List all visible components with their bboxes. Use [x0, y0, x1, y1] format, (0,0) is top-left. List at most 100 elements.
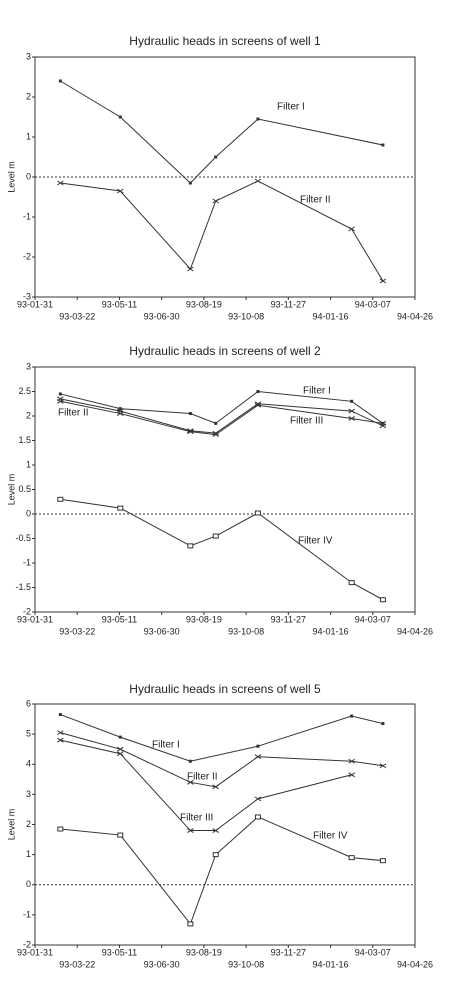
series-line: [60, 739, 352, 832]
marker: [58, 713, 62, 717]
y-tick-label: -2: [23, 939, 31, 949]
series-label: Filter I: [277, 102, 305, 113]
marker: [187, 828, 194, 833]
series-label: Filter III: [180, 813, 213, 824]
marker: [212, 852, 219, 858]
series-label: Filter II: [187, 772, 218, 783]
marker: [212, 828, 219, 833]
marker: [118, 735, 122, 739]
x-tick-label: 93-06-30: [144, 959, 180, 969]
series-line: [60, 714, 384, 762]
y-tick-label: 5: [26, 729, 31, 739]
y-tick-label: -2: [23, 251, 31, 261]
x-tick-label: 94-03-07: [355, 614, 391, 624]
y-tick-label: -1: [23, 909, 31, 919]
x-tick-label: 93-03-22: [59, 311, 95, 321]
y-tick-label: -0.5: [15, 533, 31, 543]
y-tick-label: -2: [23, 606, 31, 616]
marker: [254, 402, 262, 408]
marker: [57, 496, 64, 502]
series-label: Filter II: [300, 195, 331, 206]
marker: [348, 758, 355, 764]
y-tick-label: -1: [23, 557, 31, 567]
x-tick-label: 94-03-07: [355, 299, 391, 309]
marker: [117, 188, 124, 194]
marker: [256, 117, 260, 121]
series-label: Filter I: [152, 740, 180, 751]
x-tick-label: 94-04-26: [397, 626, 433, 636]
marker: [117, 751, 124, 757]
marker: [117, 832, 124, 838]
series-label: Filter IV: [313, 831, 348, 842]
y-axis-label: Level m: [6, 474, 16, 506]
y-tick-label: -3: [23, 291, 31, 301]
series-label: Filter III: [290, 416, 323, 427]
x-tick-label: 93-06-30: [144, 626, 180, 636]
marker: [187, 543, 194, 549]
marker: [379, 420, 387, 426]
marker: [348, 226, 355, 232]
marker: [348, 580, 355, 586]
x-tick-label: 94-01-16: [313, 311, 349, 321]
series-line: [60, 390, 384, 424]
marker: [348, 408, 355, 414]
y-tick-label: 1: [26, 459, 31, 469]
marker: [350, 399, 354, 403]
x-tick-label: 93-01-31: [17, 299, 53, 309]
x-tick-label: 93-08-19: [186, 299, 222, 309]
chart-title: Hydraulic heads in screens of well 1: [129, 34, 321, 48]
marker: [58, 392, 62, 396]
series-line: [60, 80, 384, 184]
marker: [254, 754, 262, 760]
series-line: [60, 180, 384, 282]
x-tick-label: 94-01-16: [313, 626, 349, 636]
y-tick-label: 2: [26, 410, 31, 420]
marker: [117, 411, 124, 416]
y-tick-label: 3: [26, 789, 31, 799]
marker: [57, 826, 64, 832]
y-axis-label: Level m: [6, 161, 16, 193]
x-tick-label: 93-06-30: [144, 311, 180, 321]
marker: [214, 155, 218, 159]
y-axis-label: Level m: [6, 809, 16, 841]
y-tick-label: 0: [26, 508, 31, 518]
y-tick-label: 3: [26, 361, 31, 371]
y-tick-label: 2: [26, 819, 31, 829]
marker: [254, 510, 261, 516]
y-tick-label: 0: [26, 879, 31, 889]
marker: [187, 429, 194, 435]
marker: [118, 407, 122, 411]
y-tick-label: 6: [26, 698, 31, 708]
marker: [379, 597, 386, 603]
series-label: Filter IV: [298, 536, 333, 547]
y-tick-label: 0.5: [18, 484, 31, 494]
marker: [254, 814, 261, 820]
marker: [188, 181, 192, 185]
marker: [350, 714, 354, 718]
marker: [187, 921, 194, 927]
marker: [212, 784, 219, 790]
chart-title: Hydraulic heads in screens of well 5: [129, 682, 321, 696]
marker: [118, 115, 122, 119]
y-tick-label: 2: [26, 91, 31, 101]
marker: [57, 398, 64, 404]
marker: [254, 796, 262, 802]
marker: [212, 432, 219, 438]
marker: [256, 744, 260, 748]
x-tick-label: 93-08-19: [186, 947, 222, 957]
x-tick-label: 93-03-22: [59, 959, 95, 969]
x-tick-label: 94-03-07: [355, 947, 391, 957]
y-tick-label: 3: [26, 51, 31, 61]
marker: [379, 278, 387, 284]
marker: [187, 779, 194, 785]
marker: [117, 505, 124, 511]
y-tick-label: 1.5: [18, 435, 31, 445]
x-tick-label: 93-11-27: [271, 299, 306, 309]
marker: [381, 143, 385, 147]
y-tick-label: 2.5: [18, 386, 31, 396]
marker: [348, 416, 355, 421]
marker: [212, 198, 219, 204]
marker: [188, 759, 192, 763]
x-tick-label: 94-04-26: [397, 311, 433, 321]
plot-frame: [34, 366, 416, 613]
